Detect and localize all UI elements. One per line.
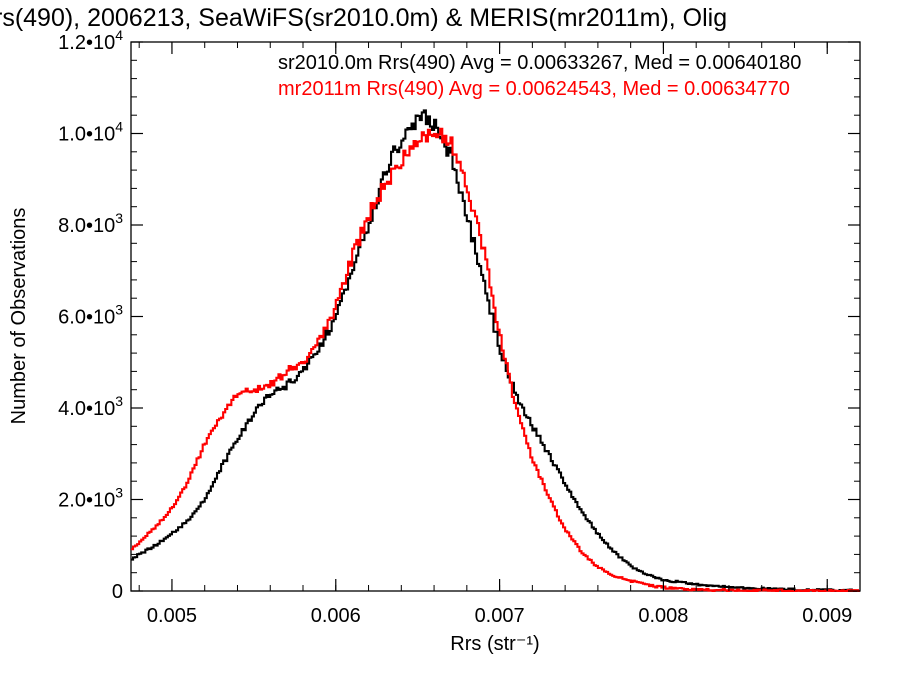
y-axis: 0 2.0•103 4.0•103 6.0•103 8.0•103 1.0•104 1.2•… <box>58 27 860 603</box>
x-axis: 0.005 0.006 0.007 0.008 0.009 <box>138 42 861 627</box>
series-line-1 <box>131 127 860 593</box>
y-axis-label: Number of Observations <box>8 208 30 425</box>
series-layer <box>131 109 860 593</box>
x-axis-label: Rrs (str⁻¹) <box>450 633 539 655</box>
legend-entry-black: sr2010.0m Rrs(490) Avg = 0.00633267, Med… <box>278 52 801 74</box>
x-tick-label-1: 0.006 <box>311 605 361 627</box>
y-tick-label-0: 0 <box>112 581 123 603</box>
x-tick-label-4: 0.009 <box>802 605 852 627</box>
legend-entry-red: mr2011m Rrs(490) Avg = 0.00624543, Med =… <box>278 78 790 100</box>
y-tick-label-1: 2.0•103 <box>58 485 123 512</box>
chart-title: rs(490), 2006213, SeaWiFS(sr2010.0m) & M… <box>0 4 727 32</box>
y-tick-label-3: 6.0•103 <box>58 302 123 329</box>
series-line-0 <box>131 109 860 593</box>
y-tick-label-6: 1.2•104 <box>58 27 123 54</box>
x-tick-label-2: 0.007 <box>475 605 525 627</box>
x-tick-label-3: 0.008 <box>638 605 688 627</box>
y-tick-label-5: 1.0•104 <box>58 119 123 146</box>
y-tick-label-2: 4.0•103 <box>58 393 123 420</box>
x-tick-label-0: 0.005 <box>147 605 197 627</box>
y-tick-label-4: 8.0•103 <box>58 210 123 237</box>
